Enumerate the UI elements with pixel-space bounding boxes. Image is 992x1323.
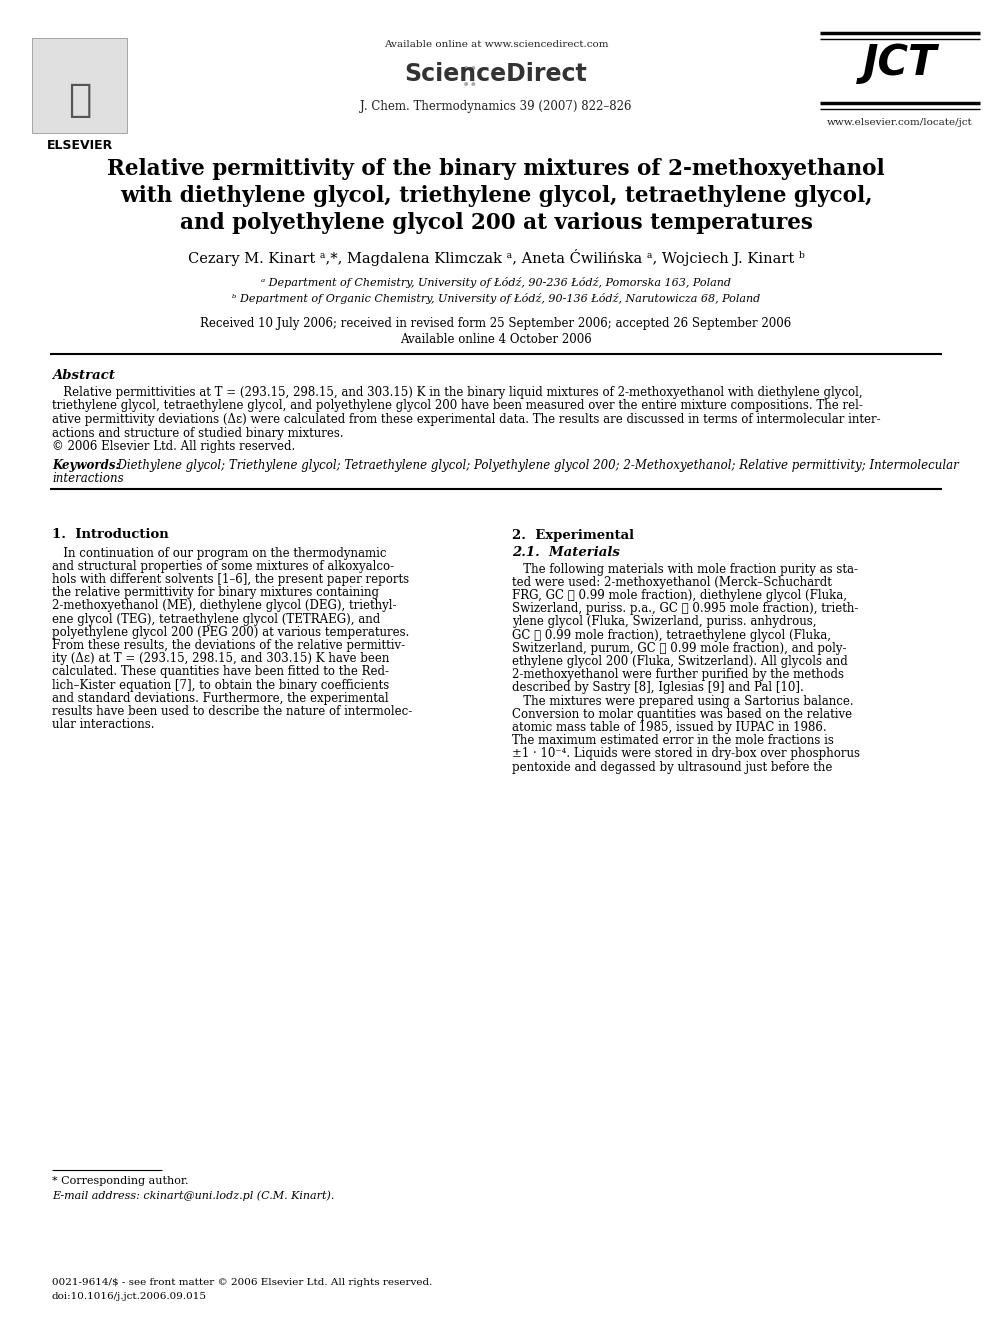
Text: © 2006 Elsevier Ltd. All rights reserved.: © 2006 Elsevier Ltd. All rights reserved…	[52, 441, 296, 452]
Text: From these results, the deviations of the relative permittiv-: From these results, the deviations of th…	[52, 639, 405, 652]
Text: hols with different solvents [1–6], the present paper reports: hols with different solvents [1–6], the …	[52, 573, 409, 586]
Text: ScienceDirect: ScienceDirect	[405, 62, 587, 86]
Text: ity (Δε) at T = (293.15, 298.15, and 303.15) K have been: ity (Δε) at T = (293.15, 298.15, and 303…	[52, 652, 390, 665]
Text: Switzerland, purum, GC ⩾ 0.99 mole fraction), and poly-: Switzerland, purum, GC ⩾ 0.99 mole fract…	[512, 642, 846, 655]
Text: Received 10 July 2006; received in revised form 25 September 2006; accepted 26 S: Received 10 July 2006; received in revis…	[200, 318, 792, 329]
Text: Relative permittivities at T = (293.15, 298.15, and 303.15) K in the binary liqu: Relative permittivities at T = (293.15, …	[52, 386, 863, 400]
Text: Swizerland, puriss. p.a., GC ⩾ 0.995 mole fraction), trieth-: Swizerland, puriss. p.a., GC ⩾ 0.995 mol…	[512, 602, 858, 615]
Text: Conversion to molar quantities was based on the relative: Conversion to molar quantities was based…	[512, 708, 852, 721]
Text: Cezary M. Kinart ᵃ,*, Magdalena Klimczak ᵃ, Aneta Ćwilińska ᵃ, Wojciech J. Kinar: Cezary M. Kinart ᵃ,*, Magdalena Klimczak…	[187, 249, 805, 266]
Text: Available online 4 October 2006: Available online 4 October 2006	[400, 333, 592, 347]
Text: In continuation of our program on the thermodynamic: In continuation of our program on the th…	[52, 546, 387, 560]
Text: The following materials with mole fraction purity as sta-: The following materials with mole fracti…	[512, 562, 858, 576]
Text: 2.1.  Materials: 2.1. Materials	[512, 546, 620, 560]
Text: The maximum estimated error in the mole fractions is: The maximum estimated error in the mole …	[512, 734, 834, 747]
Text: ᵇ Department of Organic Chemistry, University of Łódź, 90-136 Łódź, Narutowicza : ᵇ Department of Organic Chemistry, Unive…	[232, 292, 760, 304]
Text: ethylene glycol 200 (Fluka, Switzerland). All glycols and: ethylene glycol 200 (Fluka, Switzerland)…	[512, 655, 848, 668]
Text: 2.  Experimental: 2. Experimental	[512, 528, 634, 541]
Text: interactions: interactions	[52, 472, 124, 486]
Text: atomic mass table of 1985, issued by IUPAC in 1986.: atomic mass table of 1985, issued by IUP…	[512, 721, 826, 734]
Text: ELSEVIER: ELSEVIER	[47, 139, 113, 152]
Text: www.elsevier.com/locate/jct: www.elsevier.com/locate/jct	[827, 118, 973, 127]
Text: The mixtures were prepared using a Sartorius balance.: The mixtures were prepared using a Sarto…	[512, 695, 854, 708]
Text: ••
••: •• ••	[461, 62, 478, 93]
Text: with diethylene glycol, triethylene glycol, tetraethylene glycol,: with diethylene glycol, triethylene glyc…	[120, 185, 872, 206]
Text: Diethylene glycol; Triethylene glycol; Tetraethylene glycol; Polyethylene glycol: Diethylene glycol; Triethylene glycol; T…	[110, 459, 958, 471]
Text: Available online at www.sciencedirect.com: Available online at www.sciencedirect.co…	[384, 40, 608, 49]
Text: E-mail address: ckinart@uni.lodz.pl (C.M. Kinart).: E-mail address: ckinart@uni.lodz.pl (C.M…	[52, 1189, 334, 1200]
Text: calculated. These quantities have been fitted to the Red-: calculated. These quantities have been f…	[52, 665, 389, 679]
Text: polyethylene glycol 200 (PEG 200) at various temperatures.: polyethylene glycol 200 (PEG 200) at var…	[52, 626, 410, 639]
Text: lich–Kister equation [7], to obtain the binary coefficients: lich–Kister equation [7], to obtain the …	[52, 679, 389, 692]
Text: and structural properties of some mixtures of alkoxyalco-: and structural properties of some mixtur…	[52, 560, 394, 573]
Text: described by Sastry [8], Iglesias [9] and Pal [10].: described by Sastry [8], Iglesias [9] an…	[512, 681, 804, 695]
Text: FRG, GC ⩾ 0.99 mole fraction), diethylene glycol (Fluka,: FRG, GC ⩾ 0.99 mole fraction), diethylen…	[512, 589, 847, 602]
Text: Keywords:: Keywords:	[52, 459, 120, 471]
Text: doi:10.1016/j.jct.2006.09.015: doi:10.1016/j.jct.2006.09.015	[52, 1293, 207, 1301]
Text: ular interactions.: ular interactions.	[52, 718, 155, 732]
Text: ylene glycol (Fluka, Swizerland, puriss. anhydrous,: ylene glycol (Fluka, Swizerland, puriss.…	[512, 615, 816, 628]
Text: JCT: JCT	[863, 42, 937, 83]
Text: ene glycol (TEG), tetraethylene glycol (TETRAEG), and: ene glycol (TEG), tetraethylene glycol (…	[52, 613, 380, 626]
Text: Abstract: Abstract	[52, 369, 115, 382]
Text: ᵃ Department of Chemistry, University of Łódź, 90-236 Łódź, Pomorska 163, Poland: ᵃ Department of Chemistry, University of…	[261, 277, 731, 288]
Text: actions and structure of studied binary mixtures.: actions and structure of studied binary …	[52, 426, 343, 439]
Text: J. Chem. Thermodynamics 39 (2007) 822–826: J. Chem. Thermodynamics 39 (2007) 822–82…	[360, 101, 632, 112]
Text: and standard deviations. Furthermore, the experimental: and standard deviations. Furthermore, th…	[52, 692, 389, 705]
Text: pentoxide and degassed by ultrasound just before the: pentoxide and degassed by ultrasound jus…	[512, 761, 832, 774]
Text: 🌲: 🌲	[67, 81, 91, 119]
Text: results have been used to describe the nature of intermolec-: results have been used to describe the n…	[52, 705, 413, 718]
Text: triethylene glycol, tetraethylene glycol, and polyethylene glycol 200 have been : triethylene glycol, tetraethylene glycol…	[52, 400, 863, 413]
Text: ative permittivity deviations (Δε) were calculated from these experimental data.: ative permittivity deviations (Δε) were …	[52, 413, 881, 426]
Text: 2-methoxyethanol (ME), diethylene glycol (DEG), triethyl-: 2-methoxyethanol (ME), diethylene glycol…	[52, 599, 397, 613]
Text: 1.  Introduction: 1. Introduction	[52, 528, 169, 541]
Text: * Corresponding author.: * Corresponding author.	[52, 1176, 188, 1185]
Bar	[32, 38, 127, 134]
Text: the relative permittivity for binary mixtures containing: the relative permittivity for binary mix…	[52, 586, 379, 599]
Text: 0021-9614/$ - see front matter © 2006 Elsevier Ltd. All rights reserved.: 0021-9614/$ - see front matter © 2006 El…	[52, 1278, 433, 1287]
Text: 2-methoxyethanol were further purified by the methods: 2-methoxyethanol were further purified b…	[512, 668, 844, 681]
Text: GC ⩾ 0.99 mole fraction), tetraethylene glycol (Fluka,: GC ⩾ 0.99 mole fraction), tetraethylene …	[512, 628, 831, 642]
Text: ted were used: 2-methoxyethanol (Merck–Schuchardt: ted were used: 2-methoxyethanol (Merck–S…	[512, 576, 832, 589]
Text: ±1 · 10⁻⁴. Liquids were stored in dry-box over phosphorus: ±1 · 10⁻⁴. Liquids were stored in dry-bo…	[512, 747, 860, 761]
Text: and polyethylene glycol 200 at various temperatures: and polyethylene glycol 200 at various t…	[180, 212, 812, 234]
Text: Relative permittivity of the binary mixtures of 2-methoxyethanol: Relative permittivity of the binary mixt…	[107, 157, 885, 180]
